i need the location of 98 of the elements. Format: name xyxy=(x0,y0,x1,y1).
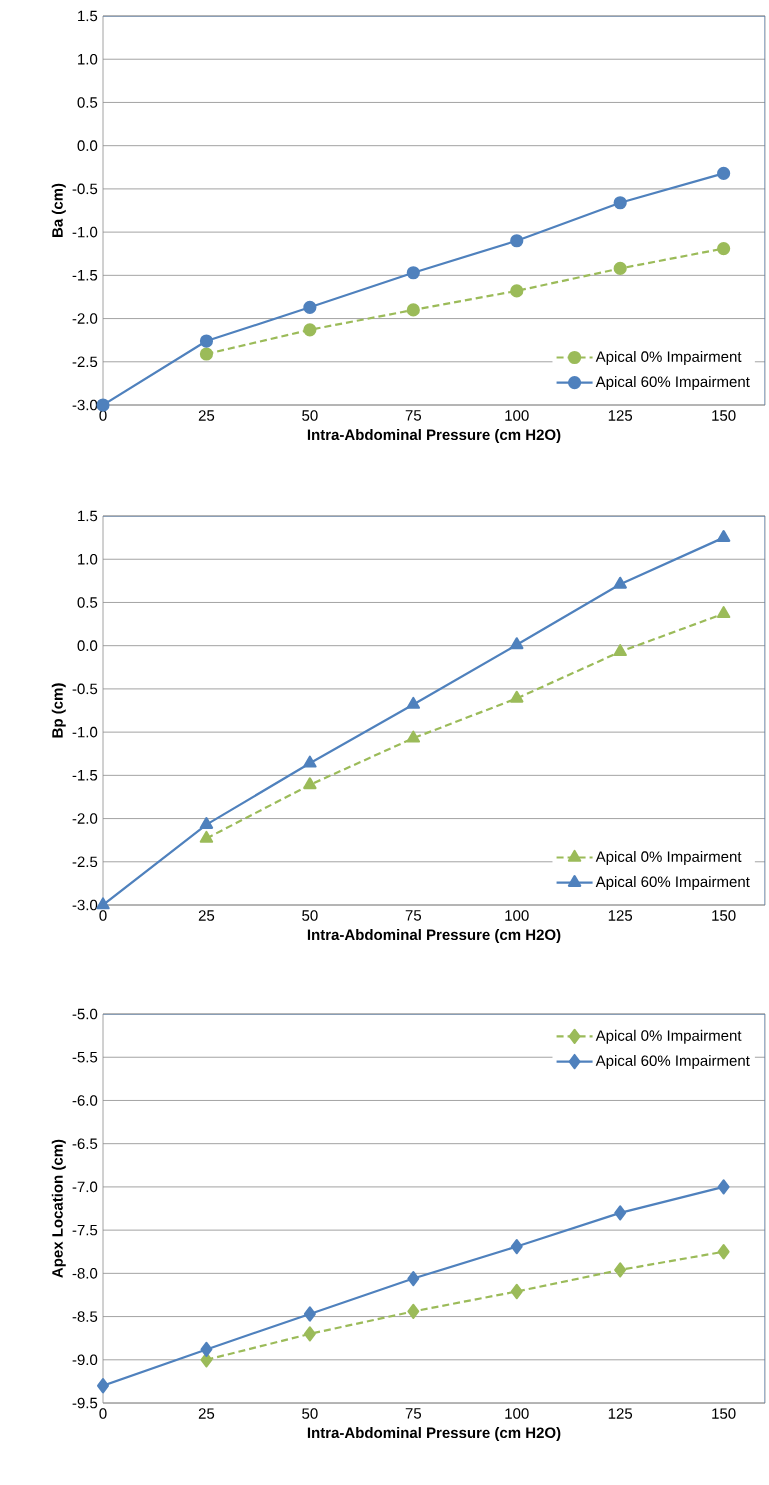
x-axis-title: Intra-Abdominal Pressure (cm H2O) xyxy=(307,929,561,944)
x-tick-label: 100 xyxy=(505,910,529,921)
point xyxy=(303,1326,316,1342)
point xyxy=(717,166,731,180)
y-tick-label: -9.5 xyxy=(72,1397,98,1409)
x-tick-label: 150 xyxy=(712,410,736,421)
y-tick-label: 0.5 xyxy=(77,597,98,608)
y-tick-label: -1.5 xyxy=(72,270,98,281)
point xyxy=(406,696,421,709)
point xyxy=(717,1244,730,1260)
point xyxy=(303,777,317,790)
legend-label: Apical 60% Impairment xyxy=(595,876,750,891)
legend-label: Apical 60% Impairment xyxy=(595,376,750,391)
point xyxy=(199,830,214,843)
point xyxy=(199,817,214,829)
x-tick-label: 125 xyxy=(608,410,633,421)
point xyxy=(407,1303,420,1319)
point xyxy=(510,1238,523,1255)
y-tick-label: -9.0 xyxy=(72,1354,98,1366)
legend-label: Apical 60% Impairment xyxy=(595,1054,750,1069)
y-tick-label: -7.5 xyxy=(72,1224,98,1236)
x-tick-label: 150 xyxy=(712,1408,736,1419)
y-tick-label: 1.5 xyxy=(78,510,98,522)
x-tick-label: 0 xyxy=(99,1408,107,1419)
x-tick-label: 125 xyxy=(608,1408,633,1419)
point xyxy=(303,323,317,337)
y-tick-label: 1.5 xyxy=(78,10,98,22)
point xyxy=(510,284,524,298)
legend-label: Apical 0% Impairment xyxy=(595,350,742,365)
point xyxy=(510,234,524,248)
point xyxy=(613,644,627,657)
point xyxy=(510,637,524,650)
legend-label: Apical 0% Impairment xyxy=(595,850,742,865)
point xyxy=(407,1270,420,1287)
point xyxy=(406,730,421,743)
point xyxy=(613,196,627,210)
y-axis-title: Ba (cm) xyxy=(51,183,66,238)
x-tick-label: 75 xyxy=(405,410,422,421)
y-tick-label: -1.0 xyxy=(72,226,98,238)
x-tick-label: 125 xyxy=(608,910,633,921)
y-tick-label: -1.5 xyxy=(72,770,98,781)
x-tick-label: 0 xyxy=(99,910,107,921)
y-tick-label: -5.5 xyxy=(72,1052,98,1063)
x-tick-label: 100 xyxy=(505,410,529,421)
y-tick-label: -2.5 xyxy=(72,856,98,868)
point xyxy=(716,606,731,619)
point xyxy=(614,1262,627,1278)
y-tick-label: -8.0 xyxy=(72,1268,98,1279)
x-tick-label: 25 xyxy=(198,910,215,921)
point xyxy=(303,300,317,314)
y-tick-label: -0.5 xyxy=(72,683,98,695)
point xyxy=(613,576,627,589)
legend-label: Apical 0% Impairment xyxy=(595,1029,742,1044)
y-tick-label: -3.0 xyxy=(72,399,98,411)
x-tick-label: 75 xyxy=(405,910,422,921)
y-tick-label: -1.0 xyxy=(72,726,98,738)
y-tick-label: 1.0 xyxy=(78,53,98,65)
x-tick-label: 50 xyxy=(302,410,318,421)
y-tick-label: -8.5 xyxy=(72,1311,98,1322)
x-tick-label: 75 xyxy=(405,1408,422,1419)
y-tick-label: 0.0 xyxy=(77,640,98,651)
y-axis-title: Apex Location (cm) xyxy=(51,1139,66,1278)
point xyxy=(510,690,524,703)
y-tick-label: -6.0 xyxy=(72,1095,98,1106)
point xyxy=(199,347,214,361)
y-tick-label: -0.5 xyxy=(72,183,98,195)
x-axis-title: Intra-Abdominal Pressure (cm H2O) xyxy=(307,1427,561,1442)
x-tick-label: 25 xyxy=(198,1408,215,1419)
y-tick-label: 1.0 xyxy=(78,553,98,565)
x-tick-label: 25 xyxy=(198,410,215,421)
point xyxy=(614,1205,627,1221)
point xyxy=(717,1179,730,1195)
y-tick-label: -3.0 xyxy=(72,899,98,911)
point xyxy=(717,241,731,256)
y-tick-label: -6.5 xyxy=(72,1138,98,1149)
point xyxy=(303,1306,316,1322)
y-axis-title: Bp (cm) xyxy=(51,683,66,738)
x-axis-title: Intra-Abdominal Pressure (cm H2O) xyxy=(307,429,561,443)
y-tick-label: 0.0 xyxy=(77,140,98,151)
y-tick-label: -5.0 xyxy=(72,1008,98,1020)
y-tick-label: -7.0 xyxy=(72,1181,98,1193)
point xyxy=(613,261,627,276)
x-tick-label: 50 xyxy=(302,910,318,921)
point xyxy=(406,266,420,280)
point xyxy=(97,1378,109,1394)
x-tick-label: 100 xyxy=(505,1408,529,1419)
y-tick-label: -2.0 xyxy=(72,313,98,324)
point xyxy=(510,1283,523,1300)
point xyxy=(716,530,731,542)
point xyxy=(200,1341,213,1358)
point xyxy=(303,755,317,768)
point xyxy=(199,334,214,348)
y-tick-label: -2.0 xyxy=(72,813,98,824)
y-tick-label: -2.5 xyxy=(72,356,98,368)
x-tick-label: 50 xyxy=(302,1408,318,1419)
y-tick-label: 0.5 xyxy=(77,97,98,108)
point xyxy=(406,303,420,317)
x-tick-label: 150 xyxy=(712,910,736,921)
